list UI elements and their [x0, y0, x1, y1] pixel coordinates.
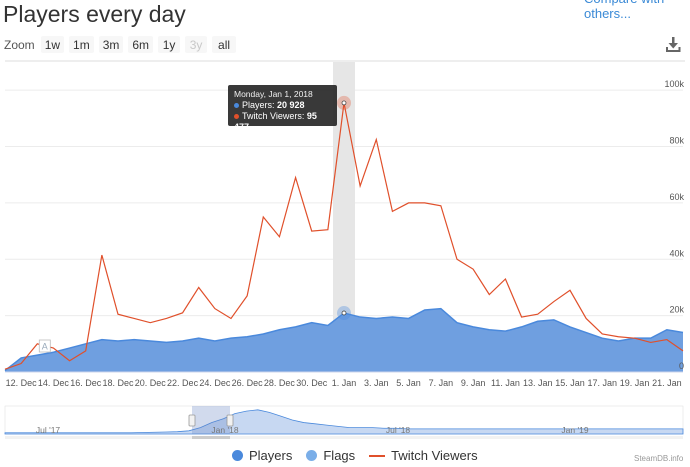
- x-tick-label: 24. Dec: [199, 378, 231, 388]
- x-tick-label: 7. Jan: [429, 378, 454, 388]
- navigator-scrollbar-thumb[interactable]: [192, 436, 230, 439]
- players-hover-point: [341, 310, 347, 316]
- players-legend-icon: [232, 450, 243, 461]
- x-tick-label: 11. Jan: [491, 378, 520, 388]
- x-tick-label: 14. Dec: [38, 378, 70, 388]
- x-tick-label: 5. Jan: [396, 378, 421, 388]
- navigator-series: [4, 409, 684, 435]
- legend-players-label: Players: [249, 448, 293, 463]
- zoom-1m-button[interactable]: 1m: [69, 36, 94, 53]
- x-tick-label: 15. Jan: [555, 378, 585, 388]
- y-tick-label: 20k: [669, 305, 684, 315]
- zoom-3m-button[interactable]: 3m: [98, 36, 124, 53]
- x-tick-label: 13. Jan: [523, 378, 553, 388]
- x-tick-label: 12. Dec: [6, 378, 38, 388]
- x-tick-label: 26. Dec: [232, 378, 264, 388]
- flags-legend-icon: [306, 450, 318, 461]
- x-tick-label: 19. Jan: [620, 378, 650, 388]
- tooltip-players-value: 20 928: [277, 100, 305, 110]
- tooltip-twitch-label: Twitch Viewers:: [242, 111, 305, 121]
- legend-item-twitch[interactable]: Twitch Viewers: [369, 448, 478, 463]
- zoom-label: Zoom: [4, 37, 35, 52]
- zoom-6m-button[interactable]: 6m: [128, 36, 154, 53]
- page-title: Players every day: [3, 1, 186, 27]
- hover-band: [333, 62, 355, 372]
- legend-item-flags[interactable]: Flags: [306, 448, 355, 463]
- legend-item-players[interactable]: Players: [232, 448, 292, 463]
- twitch-dot-icon: [234, 114, 239, 120]
- tooltip-twitch-value: 95 477: [234, 111, 317, 132]
- tooltip-twitch-row: Twitch Viewers: 95 477: [234, 111, 331, 133]
- flag-box: [38, 339, 51, 353]
- twitch-legend-icon: [369, 454, 386, 457]
- navigator-label: Jan '19: [561, 425, 588, 435]
- navigator-selection: [192, 406, 230, 434]
- x-tick-label: 1. Jan: [332, 378, 357, 388]
- twitch-hover-point: [341, 100, 347, 106]
- players-area: [5, 308, 683, 372]
- y-axis: 0 20k 40k 60k 80k 100k: [664, 79, 684, 371]
- zoom-controls: Zoom 1w 1m 3m 6m 1y 3y all: [4, 36, 241, 53]
- legend-twitch-label: Twitch Viewers: [391, 448, 478, 463]
- x-tick-label: 22. Dec: [167, 378, 199, 388]
- navigator-label: Jan '18: [211, 425, 238, 435]
- download-icon[interactable]: [665, 36, 681, 53]
- navigator-label: Jul '17: [36, 425, 61, 435]
- tooltip: Monday, Jan 1, 2018 Players: 20 928 Twit…: [228, 85, 337, 132]
- navigator-label: Jul '18: [386, 425, 411, 435]
- legend: Players Flags Twitch Viewers: [232, 448, 492, 463]
- flag-label: A: [42, 342, 48, 352]
- x-tick-label: 30. Dec: [296, 378, 328, 388]
- x-axis: 12. Dec 14. Dec 16. Dec 18. Dec 20. Dec 22. D…: [5, 371, 683, 388]
- y-tick-label: 0: [679, 361, 684, 371]
- compare-link[interactable]: Compare with others...: [584, 0, 664, 21]
- flag-marker: A: [38, 339, 51, 353]
- players-dot-icon: [234, 103, 239, 109]
- x-tick-label: 18. Dec: [102, 378, 134, 388]
- x-tick-label: 16. Dec: [70, 378, 102, 388]
- y-tick-label: 100k: [664, 79, 684, 89]
- navigator-handle-left[interactable]: [188, 414, 196, 427]
- zoom-3y-button: 3y: [185, 36, 208, 53]
- y-tick-label: 80k: [669, 136, 684, 146]
- y-tick-label: 60k: [669, 192, 684, 202]
- x-tick-label: 21. Jan: [652, 378, 682, 388]
- credits[interactable]: SteamDB.info: [634, 454, 684, 463]
- tooltip-players-label: Players:: [242, 100, 275, 110]
- legend-flags-label: Flags: [323, 448, 356, 463]
- x-tick-label: 3. Jan: [364, 378, 389, 388]
- x-tick-label: 28. Dec: [264, 378, 296, 388]
- tooltip-date: Monday, Jan 1, 2018: [234, 89, 313, 99]
- tooltip-players-row: Players: 20 928: [234, 100, 331, 111]
- plot-area[interactable]: A: [4, 95, 684, 372]
- x-tick-label: 17. Jan: [588, 378, 618, 388]
- zoom-all-button[interactable]: all: [212, 36, 237, 53]
- navigator[interactable]: Jul '17 Jan '18 Jul '18 Jan '19: [4, 405, 684, 439]
- y-tick-label: 40k: [669, 248, 684, 258]
- x-tick-label: 9. Jan: [461, 378, 486, 388]
- zoom-1w-button[interactable]: 1w: [40, 36, 65, 53]
- zoom-1y-button[interactable]: 1y: [158, 36, 181, 53]
- x-tick-label: 20. Dec: [135, 378, 167, 388]
- navigator-handle-right[interactable]: [226, 414, 234, 427]
- navigator-scrollbar-track: [5, 436, 683, 439]
